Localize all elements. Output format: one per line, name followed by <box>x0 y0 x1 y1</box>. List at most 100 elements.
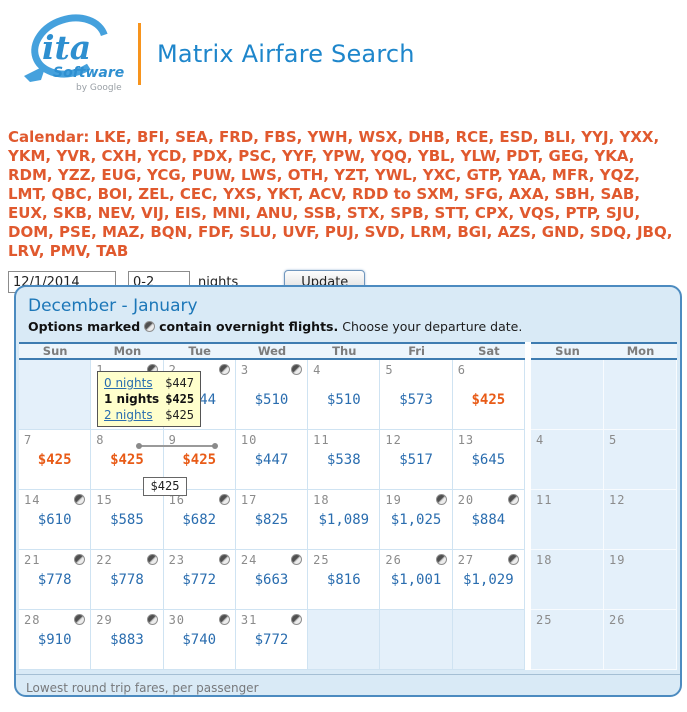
calendar-day-cell[interactable]: 16 $682 <box>163 490 236 550</box>
day-number: 8 <box>96 433 105 447</box>
calendar-day-cell-next-month[interactable]: 12 <box>604 490 677 550</box>
calendar-day-cell[interactable]: 7 $425 <box>19 430 92 490</box>
weekday-header-sun: Sun <box>42 344 68 358</box>
calendar-side-weeks: 4 5 11 12 18 19 25 26 <box>531 360 677 670</box>
calendar-day-cell[interactable]: 27 $1,029 <box>452 550 525 610</box>
page-title: Matrix Airfare Search <box>157 40 415 68</box>
calendar-day-cell-next-month[interactable]: 19 <box>604 550 677 610</box>
calendar-day-cell[interactable]: 21 $778 <box>19 550 92 610</box>
calendar-day-cell[interactable]: 14 $610 <box>19 490 92 550</box>
calendar-day-cell-next-month[interactable]: 26 <box>604 610 677 670</box>
tooltip-option-2-nights[interactable]: 2 nights <box>104 408 153 422</box>
overnight-moon-icon <box>507 494 519 505</box>
calendar-side-week-row: 25 26 <box>531 610 677 670</box>
calendar-legend: Options marked contain overnight flights… <box>28 318 680 336</box>
calendar-day-cell[interactable]: 15 $585 <box>91 490 164 550</box>
overnight-moon-icon <box>146 614 158 625</box>
calendar-day-cell[interactable]: 29 $883 <box>91 610 164 670</box>
nights-options-tooltip: 0 nights $447 1 nights $425 2 nights $425 <box>97 371 201 427</box>
day-number: 26 <box>385 553 402 567</box>
calendar-day-cell[interactable]: 19 $1,025 <box>380 490 453 550</box>
calendar-day-cell[interactable]: 20 $884 <box>452 490 525 550</box>
day-number: 10 <box>240 433 258 447</box>
calendar-empty-cell <box>604 360 677 430</box>
calendar-day-cell[interactable]: 25 $816 <box>308 550 381 610</box>
day-number: 26 <box>609 613 626 627</box>
day-number: 23 <box>168 553 186 567</box>
day-number: 4 <box>536 433 545 447</box>
calendar-day-cell[interactable]: 13 $645 <box>452 430 525 490</box>
calendar-day-cell[interactable]: 11 $538 <box>308 430 381 490</box>
calendar-day-cell[interactable]: 28 $910 <box>19 610 92 670</box>
weekday-header-mon: Mon <box>113 344 142 358</box>
calendar-day-cell[interactable]: 12 $517 <box>380 430 453 490</box>
calendar-empty-cell <box>19 360 92 430</box>
calendar-day-cell[interactable]: 18 $1,089 <box>308 490 381 550</box>
plane-icon <box>24 65 46 82</box>
tooltip-option-row: 0 nights $447 <box>104 375 194 391</box>
day-number: 5 <box>609 433 618 447</box>
day-number: 29 <box>96 613 113 627</box>
fare-calendar-panel: December - January Options marked contai… <box>14 285 682 697</box>
overnight-moon-icon <box>507 554 519 565</box>
day-number: 27 <box>457 553 475 567</box>
calendar-day-cell-next-month[interactable]: 4 <box>531 430 604 490</box>
calendar-weeks: 12$5443$5104$5105$5736$4257$4258$4259$42… <box>19 360 525 670</box>
day-number: 17 <box>240 493 258 507</box>
calendar-day-cell[interactable]: 26 $1,001 <box>380 550 453 610</box>
trip-span-connector <box>136 442 218 450</box>
fare-value: $740 <box>182 632 217 648</box>
day-number: 6 <box>457 363 466 377</box>
overnight-moon-icon <box>74 494 86 505</box>
calendar-day-cell[interactable]: 3 $510 <box>235 360 309 430</box>
fare-value: $682 <box>182 512 217 528</box>
day-number: 20 <box>457 493 475 507</box>
day-number: 28 <box>24 613 41 627</box>
tooltip-option-1-nights[interactable]: 1 nights <box>104 392 160 406</box>
fare-value: $1,029 <box>463 572 514 588</box>
day-number: 11 <box>536 493 553 507</box>
calendar-day-cell[interactable]: 31 $772 <box>235 610 309 670</box>
calendar-empty-cell <box>452 610 525 670</box>
logo-software-text: Software <box>53 65 124 81</box>
weekday-header-tue: Tue <box>188 344 211 358</box>
hover-price-label: $425 <box>143 477 187 496</box>
overnight-moon-icon <box>291 364 303 375</box>
calendar-day-cell-next-month[interactable]: 18 <box>531 550 604 610</box>
tooltip-option-0-nights[interactable]: 0 nights <box>104 376 153 390</box>
calendar-day-cell-next-month[interactable]: 11 <box>531 490 604 550</box>
overnight-moon-icon <box>435 494 447 505</box>
calendar-day-cell[interactable]: 5 $573 <box>380 360 453 430</box>
calendar-day-cell[interactable]: 9 $425 <box>163 430 236 490</box>
calendar-day-cell[interactable]: 30 $740 <box>163 610 236 670</box>
lowest-fare-value: $425 <box>110 452 144 468</box>
calendar-day-cell[interactable]: 24 $663 <box>235 550 309 610</box>
fare-value: $1,025 <box>390 512 442 528</box>
calendar-day-cell[interactable]: 22 $778 <box>91 550 164 610</box>
calendar-day-cell[interactable]: 17 $825 <box>235 490 309 550</box>
calendar-day-cell[interactable]: 23 $772 <box>163 550 236 610</box>
calendar-empty-cell <box>308 610 381 670</box>
calendar-day-cell[interactable]: 10 $447 <box>235 430 309 490</box>
fare-value: $910 <box>37 632 72 648</box>
fare-value: $663 <box>254 572 289 588</box>
calendar-day-cell-next-month[interactable]: 5 <box>604 430 677 490</box>
weekday-header-side: Sun Mon <box>531 342 677 360</box>
lowest-fare-value: $425 <box>182 452 217 468</box>
calendar-day-cell[interactable]: 4 $510 <box>308 360 381 430</box>
calendar-day-cell-next-month[interactable]: 25 <box>531 610 604 670</box>
overnight-moon-icon <box>435 554 447 565</box>
day-number: 18 <box>536 553 553 567</box>
day-number: 3 <box>240 363 250 377</box>
calendar-week-row: 7 $425 8 $425 9 $425 10 $447 11 $538 12 $517 13 $645 <box>19 430 525 490</box>
lowest-fare-value: $425 <box>37 452 72 468</box>
day-number: 21 <box>24 553 41 567</box>
day-number: 25 <box>313 553 330 567</box>
fare-value: $447 <box>254 452 289 468</box>
connector-dot-start <box>136 443 142 449</box>
calendar-day-cell[interactable]: 6 $425 <box>452 360 525 430</box>
calendar-footnote: Lowest round trip fares, per passenger <box>16 674 680 695</box>
